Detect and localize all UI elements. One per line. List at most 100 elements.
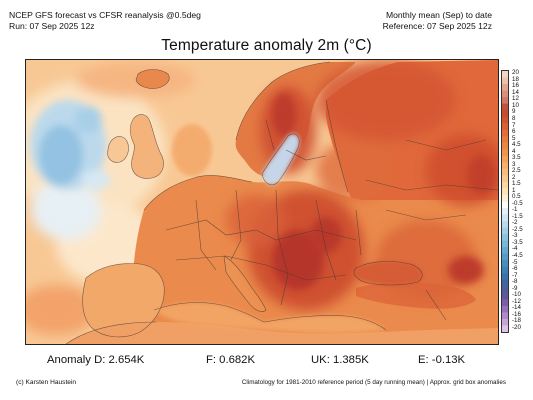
colorbar-swatch (502, 123, 508, 131)
map-title: Temperature anomaly 2m (°C) (161, 37, 372, 54)
colorbar-tick-label: -4 (512, 245, 518, 253)
colorbar-swatch (502, 279, 508, 287)
colorbar-tick-label: -10 (512, 291, 521, 299)
anomaly-map (25, 59, 499, 345)
colorbar-tick-label: 4 (512, 147, 516, 155)
colorbar-tick-label: 4.5 (512, 141, 521, 148)
colorbar-swatch (502, 253, 508, 261)
colorbar-tick-label: -7 (512, 271, 518, 279)
colorbar-swatch (502, 90, 508, 98)
colorbar-swatch (502, 175, 508, 183)
colorbar-swatch (502, 110, 508, 118)
colorbar-swatch (502, 77, 508, 85)
colorbar-tick-label: -2 (512, 219, 518, 227)
land-ireland (107, 136, 129, 163)
colorbar-swatch (502, 227, 508, 235)
colorbar-tick-label: -8 (512, 278, 518, 286)
colorbar-swatch (502, 286, 508, 294)
colorbar-tick-label: -5 (512, 258, 518, 266)
colorbar-swatch (502, 103, 508, 111)
colorbar-swatch (502, 71, 508, 78)
colorbar-tick-label: -1 (512, 206, 518, 214)
colorbar-tick-label: 12 (512, 95, 519, 103)
colorbar-tick-label: 1.5 (512, 180, 521, 188)
colorbar-swatch (502, 318, 508, 326)
colorbar-tick-label: 2.5 (512, 167, 521, 175)
colorbar-tick-label: -9 (512, 284, 518, 292)
colorbar-tick-label: -20 (512, 323, 521, 331)
stat-spain: E: -0.13K (418, 354, 466, 366)
colorbar-tick-label: 1 (512, 186, 516, 194)
colorbar-swatch (502, 142, 508, 150)
colorbar-swatch (502, 201, 508, 209)
colorbar-tick-label: 20 (512, 69, 519, 77)
colorbar-swatch (502, 84, 508, 91)
colorbar-tick-label: 3.5 (512, 154, 521, 162)
colorbar-swatch (502, 208, 508, 215)
colorbar-tick-label: -12 (512, 297, 521, 305)
footer-credit: (c) Karsten Haustein (16, 379, 77, 386)
colorbar-swatch (502, 247, 508, 255)
sea-north (172, 124, 212, 176)
colorbar-tick-label: 5 (512, 134, 516, 142)
colorbar-swatch (502, 116, 508, 124)
colorbar-tick-label: -3 (512, 232, 518, 240)
stat-france: F: 0.682K (206, 354, 255, 366)
land-italy (224, 256, 266, 312)
land-iceland (136, 69, 170, 89)
country-borders (65, 61, 498, 344)
colorbar-tick-label: 10 (512, 101, 519, 109)
colorbar-swatch (502, 221, 508, 229)
colorbar-tick-label: 2 (512, 173, 516, 181)
sea-black (354, 261, 423, 285)
colorbar-swatch (502, 136, 508, 144)
colorbar-swatch (502, 240, 508, 248)
colorbar-swatch (502, 234, 508, 242)
colorbar-tick-label: 8 (512, 114, 516, 122)
colorbar-tick-label: -0.5 (512, 199, 523, 207)
sea-baltic (262, 133, 300, 185)
colorbar-swatch (502, 260, 508, 268)
colorbar-tick-label: 7 (512, 121, 516, 129)
inland-seas (154, 124, 423, 334)
colorbar-tick-label: -1.5 (512, 212, 523, 220)
stat-anomaly-domain: Anomaly D: 2.654K (47, 354, 145, 366)
colorbar-tick-label: -18 (512, 317, 521, 325)
colorbar-tick-label: 16 (512, 82, 519, 90)
land-iberia (82, 263, 165, 337)
colorbar-swatch (502, 299, 508, 307)
colorbar-swatch (502, 266, 508, 274)
colorbar-tick-label: 9 (512, 108, 516, 116)
colorbar-swatch (502, 312, 508, 320)
header-right: Monthly mean (Sep) to date Reference: 07… (383, 10, 492, 32)
colorbar-tick-label: -2.5 (512, 225, 523, 233)
cold-anomaly-atlantic (30, 100, 110, 190)
colorbar-swatch (502, 292, 508, 300)
colorbar-swatch (502, 273, 508, 281)
reference-time: Reference: 07 Sep 2025 12z (382, 21, 492, 31)
colorbar-swatch (502, 194, 508, 202)
colorbar-tick-label: -6 (512, 265, 518, 272)
colorbar (501, 70, 509, 333)
colorbar-tick-label: -16 (512, 310, 521, 318)
land-north-africa (66, 322, 498, 344)
colorbar-swatch (502, 155, 508, 163)
colorbar-swatch (502, 168, 508, 176)
header-left: NCEP GFS forecast vs CFSR reanalysis @0.… (9, 10, 201, 32)
colorbar-swatch (502, 129, 508, 137)
colorbar-tick-label: -14 (512, 304, 521, 312)
colorbar-swatch (502, 325, 508, 332)
colorbar-swatch (502, 149, 508, 157)
footer-note: Climatology for 1981-2010 reference peri… (241, 379, 506, 386)
colorbar-tick-label: 18 (512, 75, 519, 83)
colorbar-tick-label: 3 (512, 160, 516, 168)
colorbar-swatch (502, 97, 508, 105)
colorbar-swatch (502, 181, 508, 189)
run-time: Run: 07 Sep 2025 12z (9, 21, 95, 31)
warm-anomaly-peaks (272, 93, 495, 290)
model-description: NCEP GFS forecast vs CFSR reanalysis @0.… (9, 10, 201, 20)
period-description: Monthly mean (Sep) to date (385, 10, 492, 20)
colorbar-ticks: 20 18 16 14 12 10 9 8 7 6 5 4.5 4 3.5 3 2.5 2 1.5 1 0.5 -0.5… (512, 70, 533, 333)
colorbar-tick-label: 0.5 (512, 193, 521, 201)
colorbar-tick-label: 6 (512, 128, 516, 135)
